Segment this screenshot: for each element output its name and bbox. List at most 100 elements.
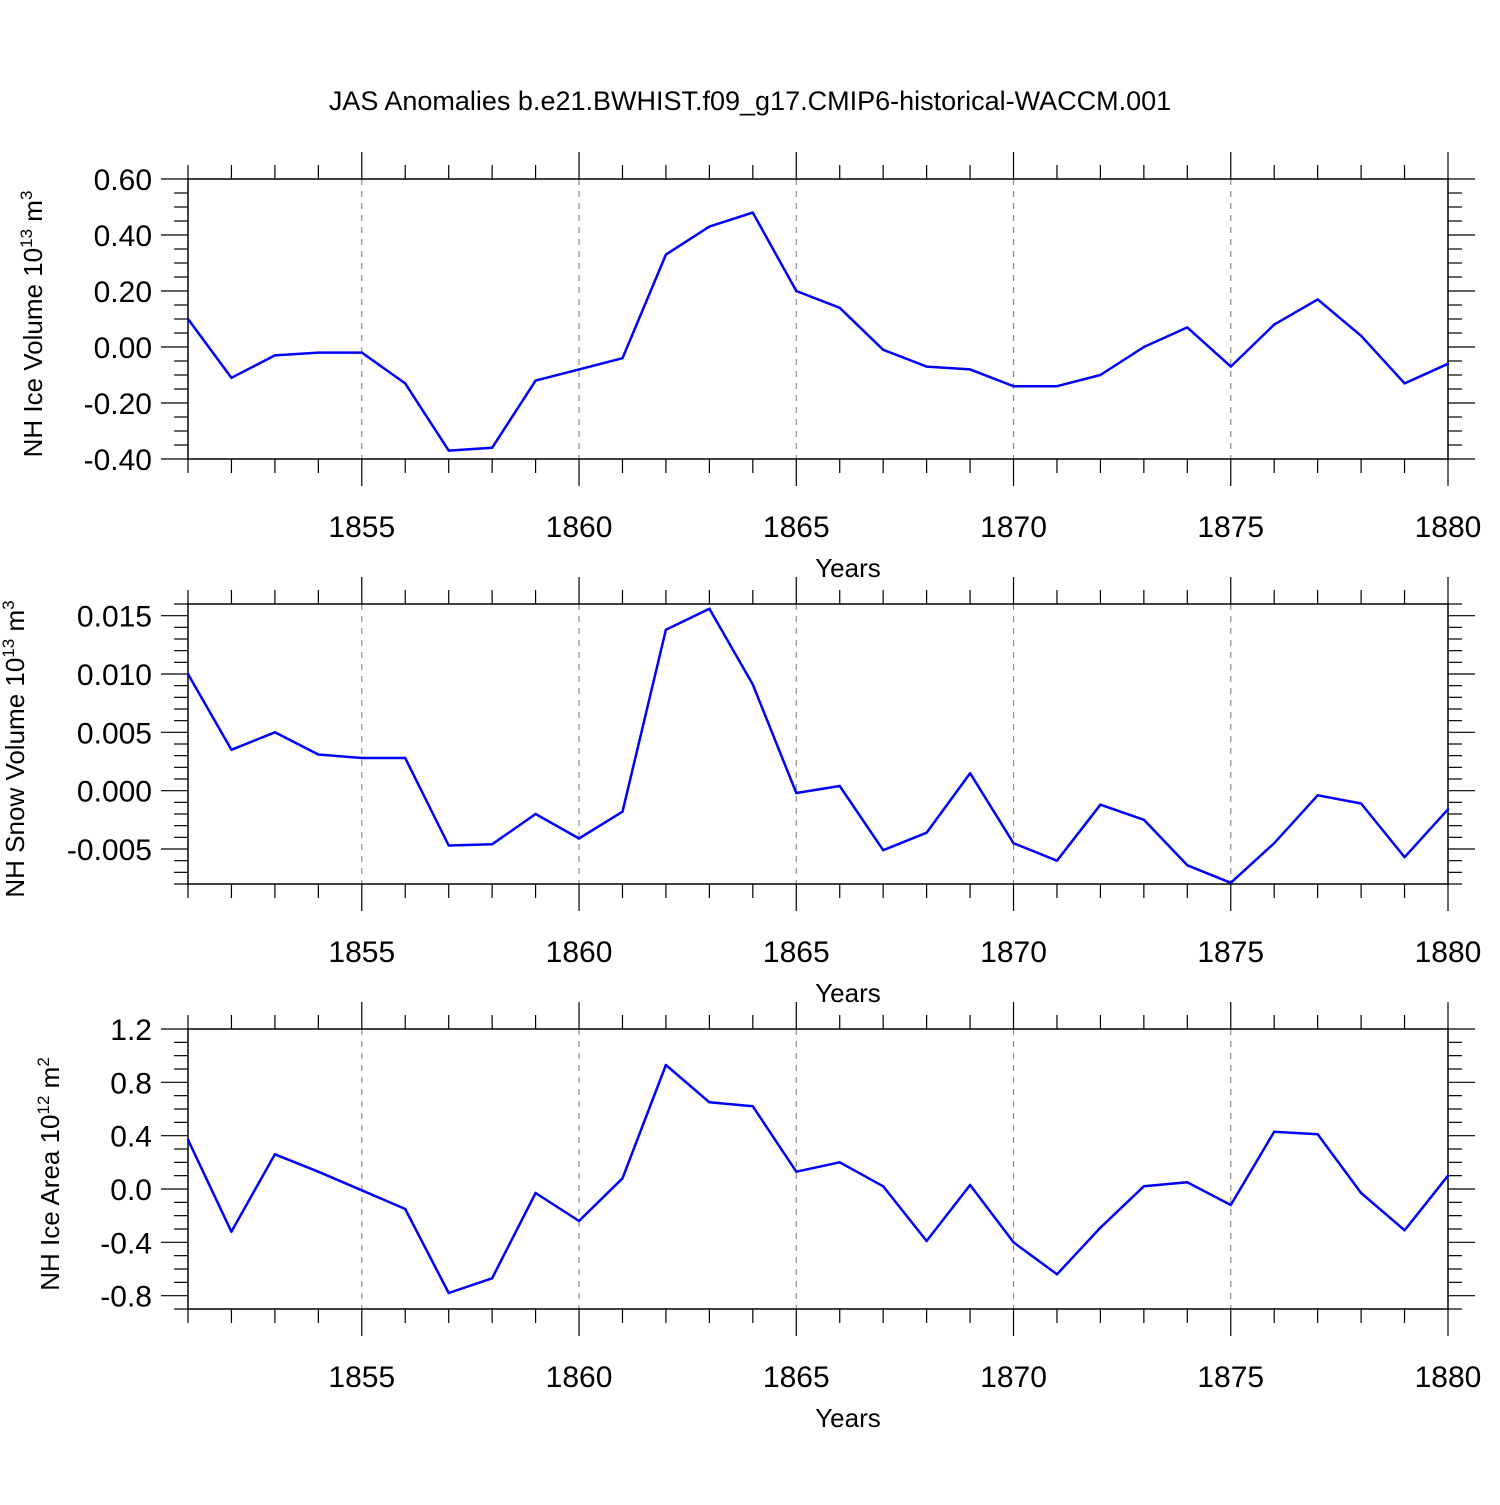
plot-frame <box>187 178 1449 460</box>
data-point <box>881 848 885 852</box>
data-point <box>1186 864 1189 867</box>
x-tick-label: 1875 <box>1197 1361 1264 1394</box>
data-point <box>1099 373 1102 377</box>
data-point <box>490 1277 494 1280</box>
data-point <box>1316 1133 1319 1136</box>
y-tick-label: 0.00 <box>94 332 152 365</box>
data-point <box>1099 1226 1102 1229</box>
data-point <box>447 844 450 847</box>
data-point <box>1142 818 1146 822</box>
data-point <box>751 211 755 214</box>
data-point <box>1273 1130 1276 1133</box>
x-tick-label: 1855 <box>328 1361 395 1394</box>
data-point <box>1186 1181 1189 1184</box>
y-axis-title: NH Ice Volume 1013 m3 <box>17 191 48 458</box>
data-point <box>273 1153 277 1156</box>
data-point <box>925 831 928 834</box>
data-point <box>1186 326 1189 329</box>
y-tick-label: -0.005 <box>67 834 152 867</box>
data-point <box>1012 385 1015 388</box>
data-point <box>534 379 537 382</box>
data-point <box>925 365 928 368</box>
data-point <box>1142 345 1146 349</box>
chart-panel-2: 1855 1860 1865 1870 1875 1880 -0.005 0.000 0.005… <box>0 577 1481 1008</box>
data-point <box>1403 1229 1406 1232</box>
y-tick-label: 0.015 <box>77 601 152 634</box>
series-line <box>186 607 1449 885</box>
data-point <box>1403 855 1406 859</box>
data-point <box>751 1105 755 1108</box>
x-tick-label: 1860 <box>546 1361 613 1394</box>
x-axis-title: Years <box>815 1403 881 1433</box>
data-point <box>1359 802 1363 805</box>
data-point <box>1446 1174 1450 1177</box>
data-point <box>708 1101 711 1104</box>
data-point <box>1403 382 1406 385</box>
data-point <box>621 1177 624 1180</box>
data-point <box>1273 323 1276 326</box>
data-point <box>664 253 668 256</box>
data-point <box>968 1183 972 1187</box>
x-tick-label: 1870 <box>980 936 1047 969</box>
data-point <box>404 382 407 385</box>
data-point <box>1316 794 1319 797</box>
data-point <box>795 1170 798 1173</box>
x-tick-label: 1855 <box>328 936 395 969</box>
data-point <box>1316 298 1319 301</box>
data-point <box>1055 385 1059 388</box>
data-point <box>186 1138 190 1141</box>
plot-frame <box>187 1028 1449 1310</box>
x-tick-label: 1870 <box>980 1361 1047 1394</box>
data-point <box>925 1239 928 1243</box>
x-tick-label: 1865 <box>763 511 830 544</box>
y-tick-label: -0.20 <box>84 388 152 421</box>
data-point <box>708 607 711 610</box>
data-point <box>1055 859 1059 862</box>
data-point <box>1012 1241 1015 1244</box>
data-point <box>1446 808 1450 811</box>
y-tick-label: 0.4 <box>110 1121 152 1154</box>
data-point <box>230 376 233 379</box>
data-point <box>490 843 494 846</box>
data-point <box>1012 841 1015 845</box>
x-tick-label: 1880 <box>1415 936 1482 969</box>
y-tick-label: 0.0 <box>110 1174 152 1207</box>
data-point <box>317 1170 320 1173</box>
data-point <box>838 306 841 309</box>
chart-panel-3: 1855 1860 1865 1870 1875 1880 -0.8 -0.4 0.0 0.4 0.… <box>34 1002 1481 1433</box>
data-point <box>968 771 972 775</box>
data-point <box>1359 1191 1363 1195</box>
data-point <box>1359 334 1363 337</box>
data-point <box>360 1189 363 1192</box>
data-point <box>1099 803 1102 806</box>
y-tick-label: 0.40 <box>94 220 152 253</box>
data-point <box>317 753 320 756</box>
x-tick-label: 1860 <box>546 936 613 969</box>
data-point <box>404 756 407 760</box>
data-point <box>273 731 277 734</box>
y-tick-label: 1.2 <box>110 1014 152 1047</box>
figure-title: JAS Anomalies b.e21.BWHIST.f09_g17.CMIP6… <box>328 86 1172 116</box>
x-axis-title: Years <box>815 553 881 583</box>
data-point <box>795 289 798 293</box>
data-point <box>1229 881 1232 885</box>
data-point <box>1229 365 1232 368</box>
y-tick-label: 0.60 <box>94 164 152 197</box>
series-line <box>186 211 1449 452</box>
data-point <box>360 756 363 760</box>
y-tick-label: -0.8 <box>100 1281 152 1314</box>
data-point <box>317 351 320 354</box>
data-point <box>708 225 711 228</box>
x-tick-label: 1875 <box>1197 511 1264 544</box>
data-point <box>838 784 841 788</box>
y-axis-title: NH Snow Volume 1013 m3 <box>0 600 30 897</box>
x-tick-label: 1855 <box>328 511 395 544</box>
x-tick-label: 1875 <box>1197 936 1264 969</box>
data-point <box>534 1191 537 1195</box>
data-point <box>1142 1185 1146 1188</box>
y-tick-label: -0.40 <box>84 444 152 477</box>
y-tick-label: 0.010 <box>77 659 152 692</box>
x-tick-label: 1870 <box>980 511 1047 544</box>
